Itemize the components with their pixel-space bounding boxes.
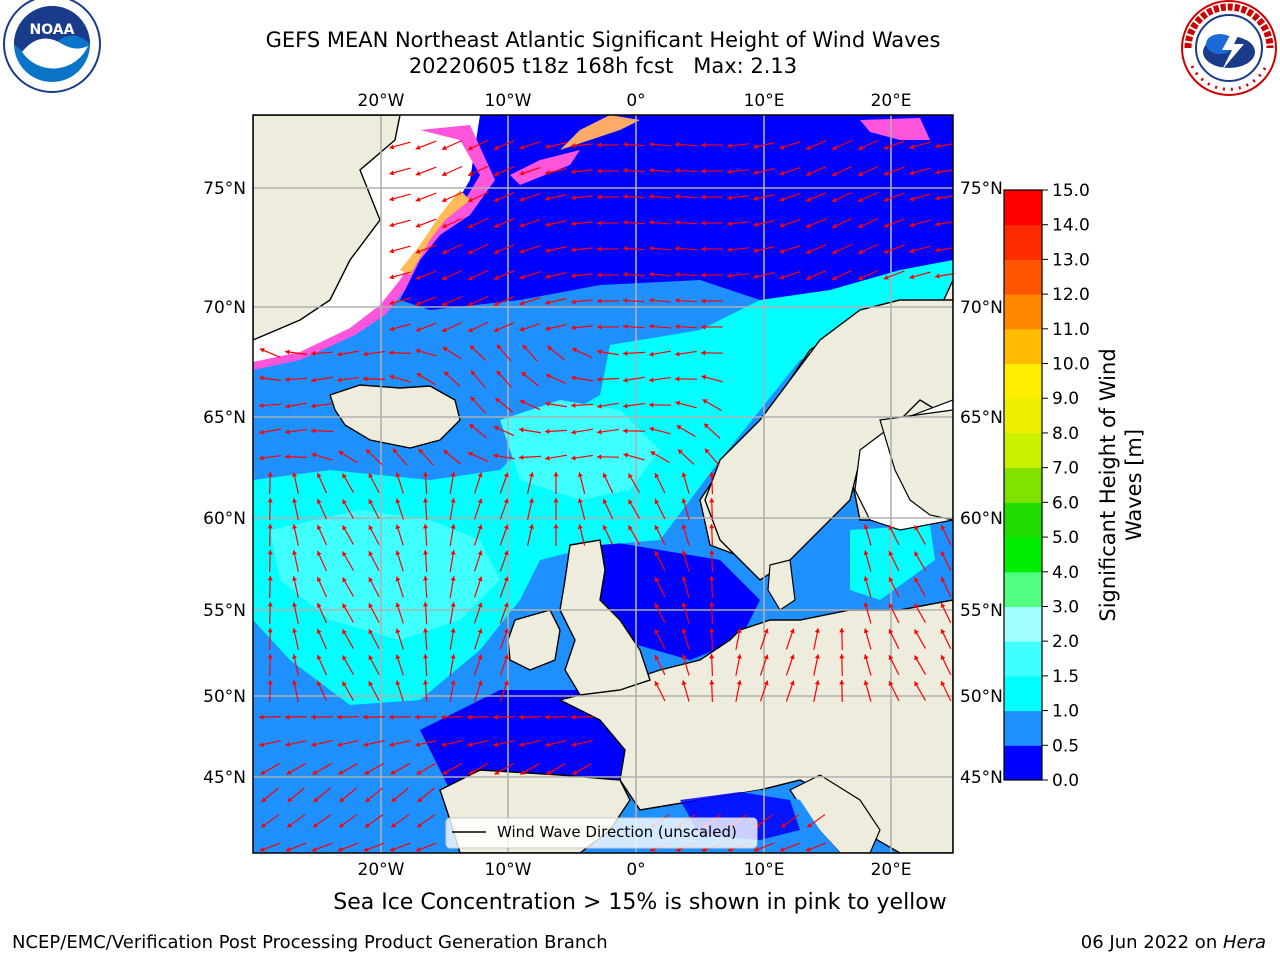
colorbar-tick: 2.0 <box>1052 632 1079 652</box>
wave-field-mid-high <box>270 510 500 640</box>
lon-tick-bottom: 10°W <box>485 860 532 880</box>
lon-tick-top: 10°W <box>485 91 532 111</box>
colorbar-segment <box>1004 432 1042 469</box>
caption: Sea Ice Concentration > 15% is shown in … <box>333 890 947 915</box>
lon-tick-bottom: 20°E <box>871 860 912 880</box>
lat-tick-right: 75°N <box>960 179 1003 199</box>
footer-host: Hera <box>1222 932 1266 953</box>
colorbar-segment <box>1004 710 1042 746</box>
colorbar-tick: 12.0 <box>1052 285 1090 305</box>
colorbar-segment <box>1004 641 1042 677</box>
colorbar-segment <box>1004 606 1042 642</box>
lat-tick-left: 75°N <box>203 179 246 199</box>
noaa-logo-icon: NOAA <box>3 0 101 93</box>
land-great-britain <box>559 539 651 696</box>
colorbar-segment <box>1004 328 1042 365</box>
land-greenland <box>253 115 401 341</box>
lat-tick-left: 70°N <box>203 298 246 318</box>
lat-tick-left: 45°N <box>203 768 246 788</box>
colorbar-tick: 5.0 <box>1052 528 1079 548</box>
lat-tick-right: 50°N <box>960 687 1003 707</box>
colorbar-segment <box>1004 398 1042 434</box>
lon-tick-top: 20°E <box>871 91 912 111</box>
footer-date-text: 06 Jun 2022 on <box>1080 932 1223 953</box>
land-denmark <box>767 559 796 611</box>
colorbar: 0.0 0.5 1.0 1.5 2.0 3.0 4.0 5.0 6.0 7.0 8.0 9.0 10.0… <box>1003 181 1090 791</box>
colorbar-tick: 7.0 <box>1052 459 1079 479</box>
colorbar-tick: 13.0 <box>1052 250 1090 270</box>
footer-branch: NCEP/EMC/Verification Post Processing Pr… <box>12 932 608 953</box>
colorbar-segment <box>1004 224 1042 260</box>
lat-tick-left: 65°N <box>203 408 246 428</box>
colorbar-segment <box>1004 537 1042 573</box>
lon-tick-top: 0° <box>626 91 645 111</box>
colorbar-segment <box>1004 190 1042 226</box>
map-legend: Wind Wave Direction (unscaled) <box>445 817 758 849</box>
noaa-logo-text: NOAA <box>30 22 75 38</box>
colorbar-tick: 9.0 <box>1052 389 1079 409</box>
lat-tick-right: 60°N <box>960 509 1003 529</box>
nws-logo-icon <box>1181 0 1277 96</box>
colorbar-segment <box>1004 675 1042 712</box>
lon-tick-bottom: 20°W <box>358 860 405 880</box>
colorbar-tick: 6.0 <box>1052 493 1079 513</box>
lat-tick-right: 55°N <box>960 601 1003 621</box>
wave-field-very-low-northsea <box>590 540 760 660</box>
colorbar-segment <box>1004 467 1042 503</box>
legend-label: Wind Wave Direction (unscaled) <box>497 823 737 841</box>
colorbar-tick: 1.0 <box>1052 702 1079 722</box>
colorbar-tick: 3.0 <box>1052 597 1079 617</box>
colorbar-tick: 4.0 <box>1052 563 1079 583</box>
colorbar-segment <box>1004 294 1042 330</box>
colorbar-tick: 0.0 <box>1052 771 1079 791</box>
lon-tick-bottom: 10°E <box>744 860 785 880</box>
graticule <box>253 115 953 853</box>
map-frame <box>252 114 954 854</box>
colorbar-tick: 11.0 <box>1052 320 1090 340</box>
lon-tick-top: 20°W <box>358 91 405 111</box>
chart-title: GEFS MEAN Northeast Atlantic Significant… <box>265 28 941 52</box>
lat-tick-left: 55°N <box>203 601 246 621</box>
colorbar-segment <box>1004 502 1042 538</box>
colorbar-segment <box>1004 571 1042 607</box>
colorbar-tick: 15.0 <box>1052 181 1090 201</box>
wind-wave-arrows <box>258 139 953 852</box>
colorbar-label: Significant Height of WindWaves [m] <box>1096 348 1146 621</box>
colorbar-segment <box>1004 363 1042 399</box>
lat-tick-right: 45°N <box>960 768 1003 788</box>
lon-tick-top: 10°E <box>744 91 785 111</box>
colorbar-tick: 8.0 <box>1052 424 1079 444</box>
lat-tick-left: 60°N <box>203 509 246 529</box>
colorbar-segment <box>1004 259 1042 295</box>
lat-tick-left: 50°N <box>203 687 246 707</box>
colorbar-tick: 14.0 <box>1052 216 1090 236</box>
colorbar-tick: 0.5 <box>1052 736 1079 756</box>
lat-tick-right: 65°N <box>960 408 1003 428</box>
colorbar-tick: 1.5 <box>1052 667 1079 687</box>
footer-date: 06 Jun 2022 on Hera <box>1081 932 1266 953</box>
colorbar-tick: 10.0 <box>1052 355 1090 375</box>
colorbar-segment <box>1004 745 1042 781</box>
chart-subtitle: 20220605 t18z 168h fcst Max: 2.13 <box>408 54 798 78</box>
lon-tick-bottom: 0° <box>626 860 645 880</box>
lat-tick-right: 70°N <box>960 298 1003 318</box>
